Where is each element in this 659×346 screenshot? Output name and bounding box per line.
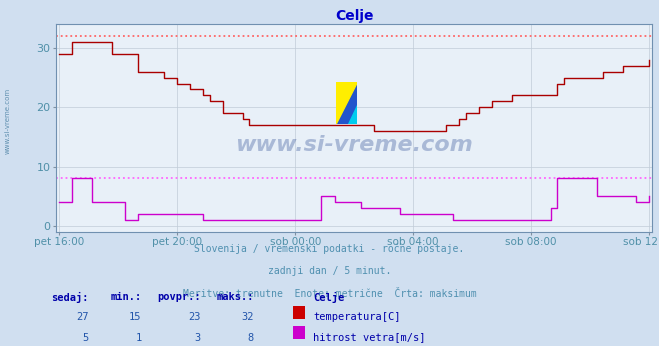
Text: 5: 5 [83,333,89,343]
Text: 8: 8 [248,333,254,343]
Text: 27: 27 [76,312,89,322]
Polygon shape [336,82,357,124]
Title: Celje: Celje [335,9,374,23]
Text: 3: 3 [195,333,201,343]
Text: 32: 32 [241,312,254,322]
Text: maks.:: maks.: [216,292,254,302]
Text: www.si-vreme.com: www.si-vreme.com [235,135,473,155]
Text: Celje: Celje [313,292,344,303]
Text: temperatura[C]: temperatura[C] [313,312,401,322]
Text: povpr.:: povpr.: [158,292,201,302]
Text: sedaj:: sedaj: [51,292,89,303]
Text: 15: 15 [129,312,142,322]
Text: Meritve: trenutne  Enote: metrične  Črta: maksimum: Meritve: trenutne Enote: metrične Črta: … [183,289,476,299]
Text: Slovenija / vremenski podatki - ročne postaje.: Slovenija / vremenski podatki - ročne po… [194,244,465,254]
Text: www.si-vreme.com: www.si-vreme.com [5,88,11,154]
Polygon shape [348,105,357,124]
Text: zadnji dan / 5 minut.: zadnji dan / 5 minut. [268,266,391,276]
Text: min.:: min.: [111,292,142,302]
Text: 23: 23 [188,312,201,322]
Text: 1: 1 [136,333,142,343]
Text: hitrost vetra[m/s]: hitrost vetra[m/s] [313,333,426,343]
